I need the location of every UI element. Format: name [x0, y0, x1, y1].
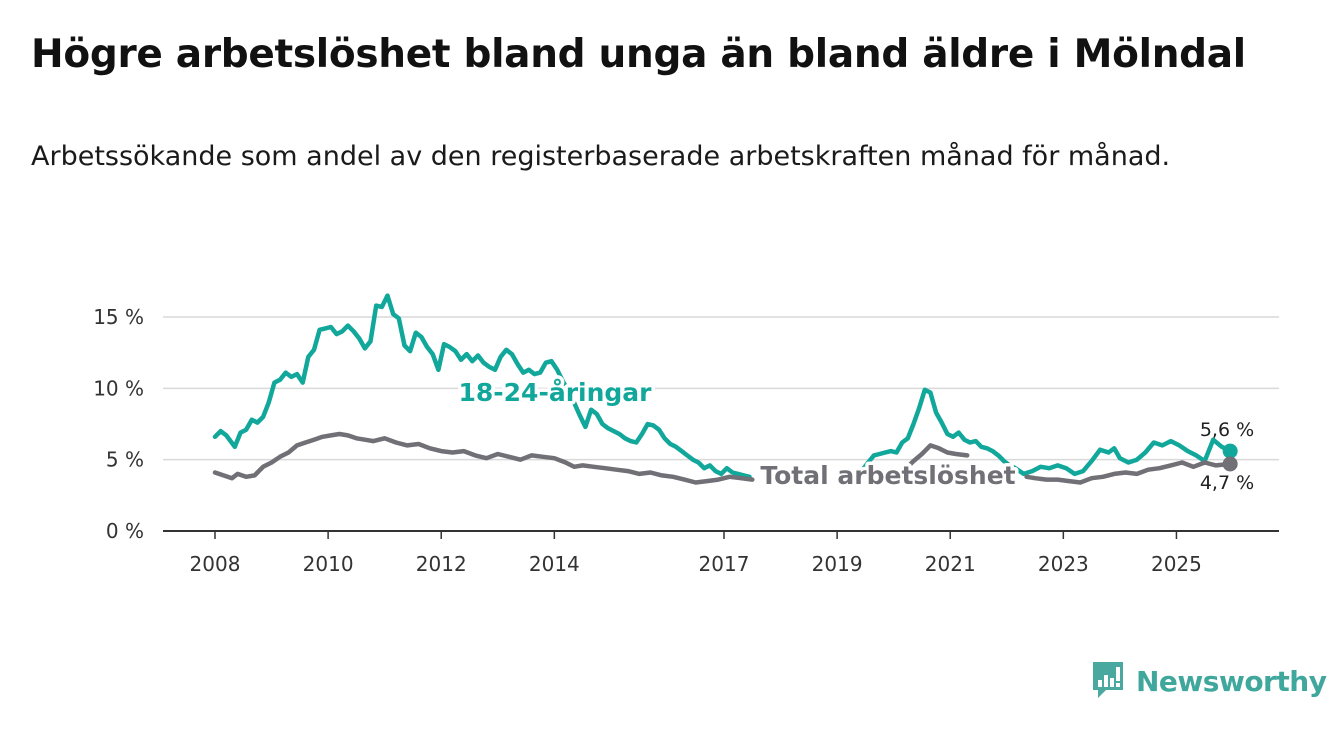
end-value-label: 4,7 %	[1200, 472, 1254, 494]
y-tick-label: 5 %	[106, 448, 144, 472]
chart-subtitle: Arbetssökande som andel av den registerb…	[31, 141, 1171, 172]
newsworthy-logo: Newsworthy	[1090, 660, 1327, 702]
x-tick-label: 2012	[416, 552, 467, 576]
series-labels: 5,6 % 4,7 % 18-24-åringar Total arbetslöshe…	[455, 375, 1254, 495]
end-value-label: 5,6 %	[1200, 419, 1254, 441]
y-axis-ticks: 0 % 5 % 10 % 15 %	[93, 305, 144, 543]
end-point-total	[1222, 456, 1238, 472]
x-tick-label: 2025	[1151, 552, 1202, 576]
y-tick-label: 15 %	[93, 305, 144, 329]
x-tick-label: 2017	[699, 552, 750, 576]
x-tick-label: 2021	[925, 552, 976, 576]
bar-chart-exclamation-icon	[1093, 662, 1123, 698]
y-tick-label: 10 %	[93, 376, 144, 400]
x-tick-label: 2023	[1038, 552, 1089, 576]
series-line-total	[212, 431, 1233, 485]
x-tick-label: 2010	[303, 552, 354, 576]
series-label-total: Total arbetslöshet	[760, 461, 1015, 490]
series-line-youth	[212, 293, 1233, 480]
series-label-youth: 18-24-åringar	[459, 378, 653, 407]
gridlines	[163, 316, 1279, 461]
series-lines	[212, 293, 1233, 485]
y-tick-label: 0 %	[106, 519, 144, 543]
x-tick-label: 2014	[529, 552, 580, 576]
x-tick-label: 2019	[812, 552, 863, 576]
x-tick-label: 2008	[190, 552, 241, 576]
x-axis-ticks: 2008 2010 2012 2014 2017 2019 2021 2023 2025	[190, 531, 1202, 576]
brand-name: Newsworthy	[1136, 664, 1327, 698]
chart-title: Högre arbetslöshet bland unga än bland ä…	[31, 32, 1246, 77]
end-point-youth	[1222, 443, 1238, 459]
